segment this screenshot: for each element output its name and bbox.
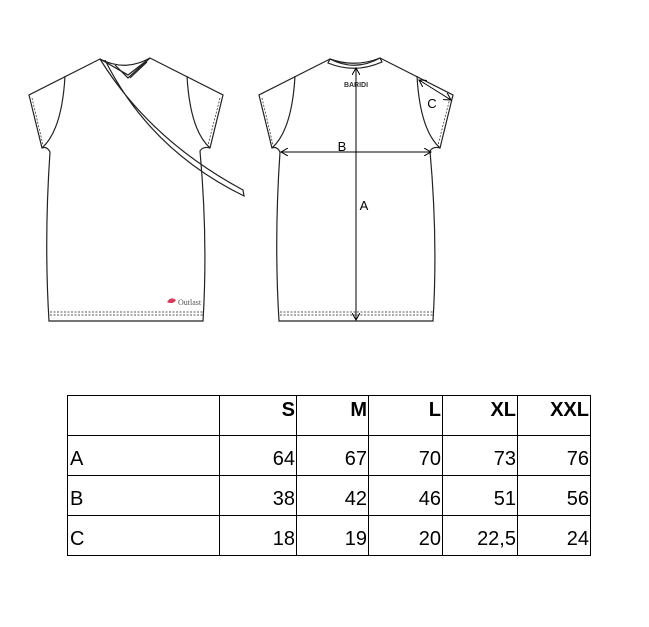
row-label: A (67, 435, 220, 476)
header-cell-m: M (296, 395, 369, 436)
row-label: B (67, 475, 220, 516)
table-cell: 51 (442, 475, 518, 516)
table-cell: 38 (219, 475, 297, 516)
label-c: C (427, 96, 436, 111)
table-cell: 46 (368, 475, 443, 516)
table-cell: 76 (517, 435, 591, 476)
table-cell: 64 (219, 435, 297, 476)
table-row: C 18 19 20 22,5 24 (67, 515, 591, 556)
front-view-shirt (28, 57, 245, 322)
back-view-shirt (258, 57, 454, 322)
table-row: B 38 42 46 51 56 (67, 475, 591, 516)
table-row: A 64 67 70 73 76 (67, 435, 591, 476)
header-cell-xxl: XXL (517, 395, 591, 436)
table-cell: 22,5 (442, 515, 518, 556)
back-logo: BARIDI (344, 82, 368, 89)
garment-drawings: Outlast BARIDI A B C (28, 57, 454, 322)
table-cell: 24 (517, 515, 591, 556)
table-cell: 56 (517, 475, 591, 516)
label-a: A (360, 198, 369, 213)
table-header-row: S M L XL XXL (67, 395, 591, 436)
header-cell-xl: XL (442, 395, 518, 436)
table-cell: 20 (368, 515, 443, 556)
table-cell: 18 (219, 515, 297, 556)
measure-c-line (419, 80, 451, 100)
size-table: S M L XL XXL A 64 67 70 73 76 B 38 42 46… (67, 395, 591, 556)
row-label: C (67, 515, 220, 556)
measure-lines (281, 68, 451, 320)
header-cell-s: S (219, 395, 297, 436)
table-cell: 42 (296, 475, 369, 516)
table-cell: 70 (368, 435, 443, 476)
svg-text:Outlast: Outlast (178, 298, 202, 307)
table-cell: 67 (296, 435, 369, 476)
header-cell-empty (67, 395, 220, 436)
table-cell: 73 (442, 435, 518, 476)
outlast-logo: Outlast (167, 298, 202, 307)
header-cell-l: L (368, 395, 443, 436)
label-b: B (338, 139, 347, 154)
table-cell: 19 (296, 515, 369, 556)
